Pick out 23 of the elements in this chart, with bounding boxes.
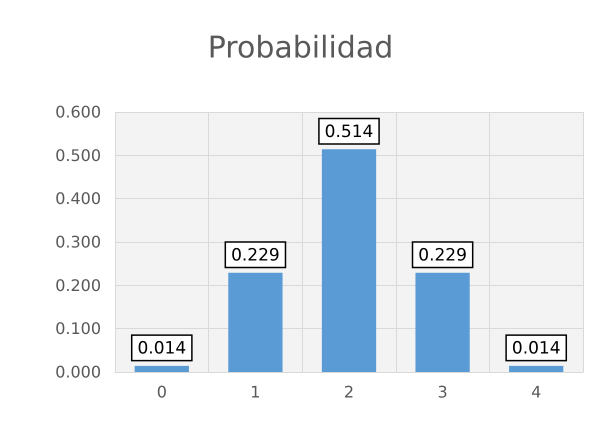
y-tick-label: 0.500 [55,146,101,165]
y-tick-label: 0.600 [55,102,101,122]
y-tick-label: 0.300 [55,232,101,252]
bar [415,272,470,372]
chart-title: Probabilidad [208,30,394,66]
data-label: 0.014 [512,338,561,358]
y-tick-label: 0.000 [55,362,101,382]
y-tick-label: 0.200 [55,276,101,295]
bar [134,366,189,372]
bar [228,272,283,372]
data-label: 0.514 [324,122,374,142]
x-tick-label: 3 [438,382,448,402]
bar [509,366,564,372]
x-tick-label: 2 [344,382,354,402]
bar [322,149,376,372]
x-tick-label: 4 [531,382,542,402]
data-label: 0.229 [231,245,280,266]
x-tick-label: 1 [250,382,260,402]
y-tick-label: 0.100 [55,319,101,338]
y-tick-label: 0.400 [55,189,101,208]
data-label: 0.229 [418,245,467,266]
x-tick-label: 0 [156,382,167,402]
data-label: 0.014 [137,338,186,358]
